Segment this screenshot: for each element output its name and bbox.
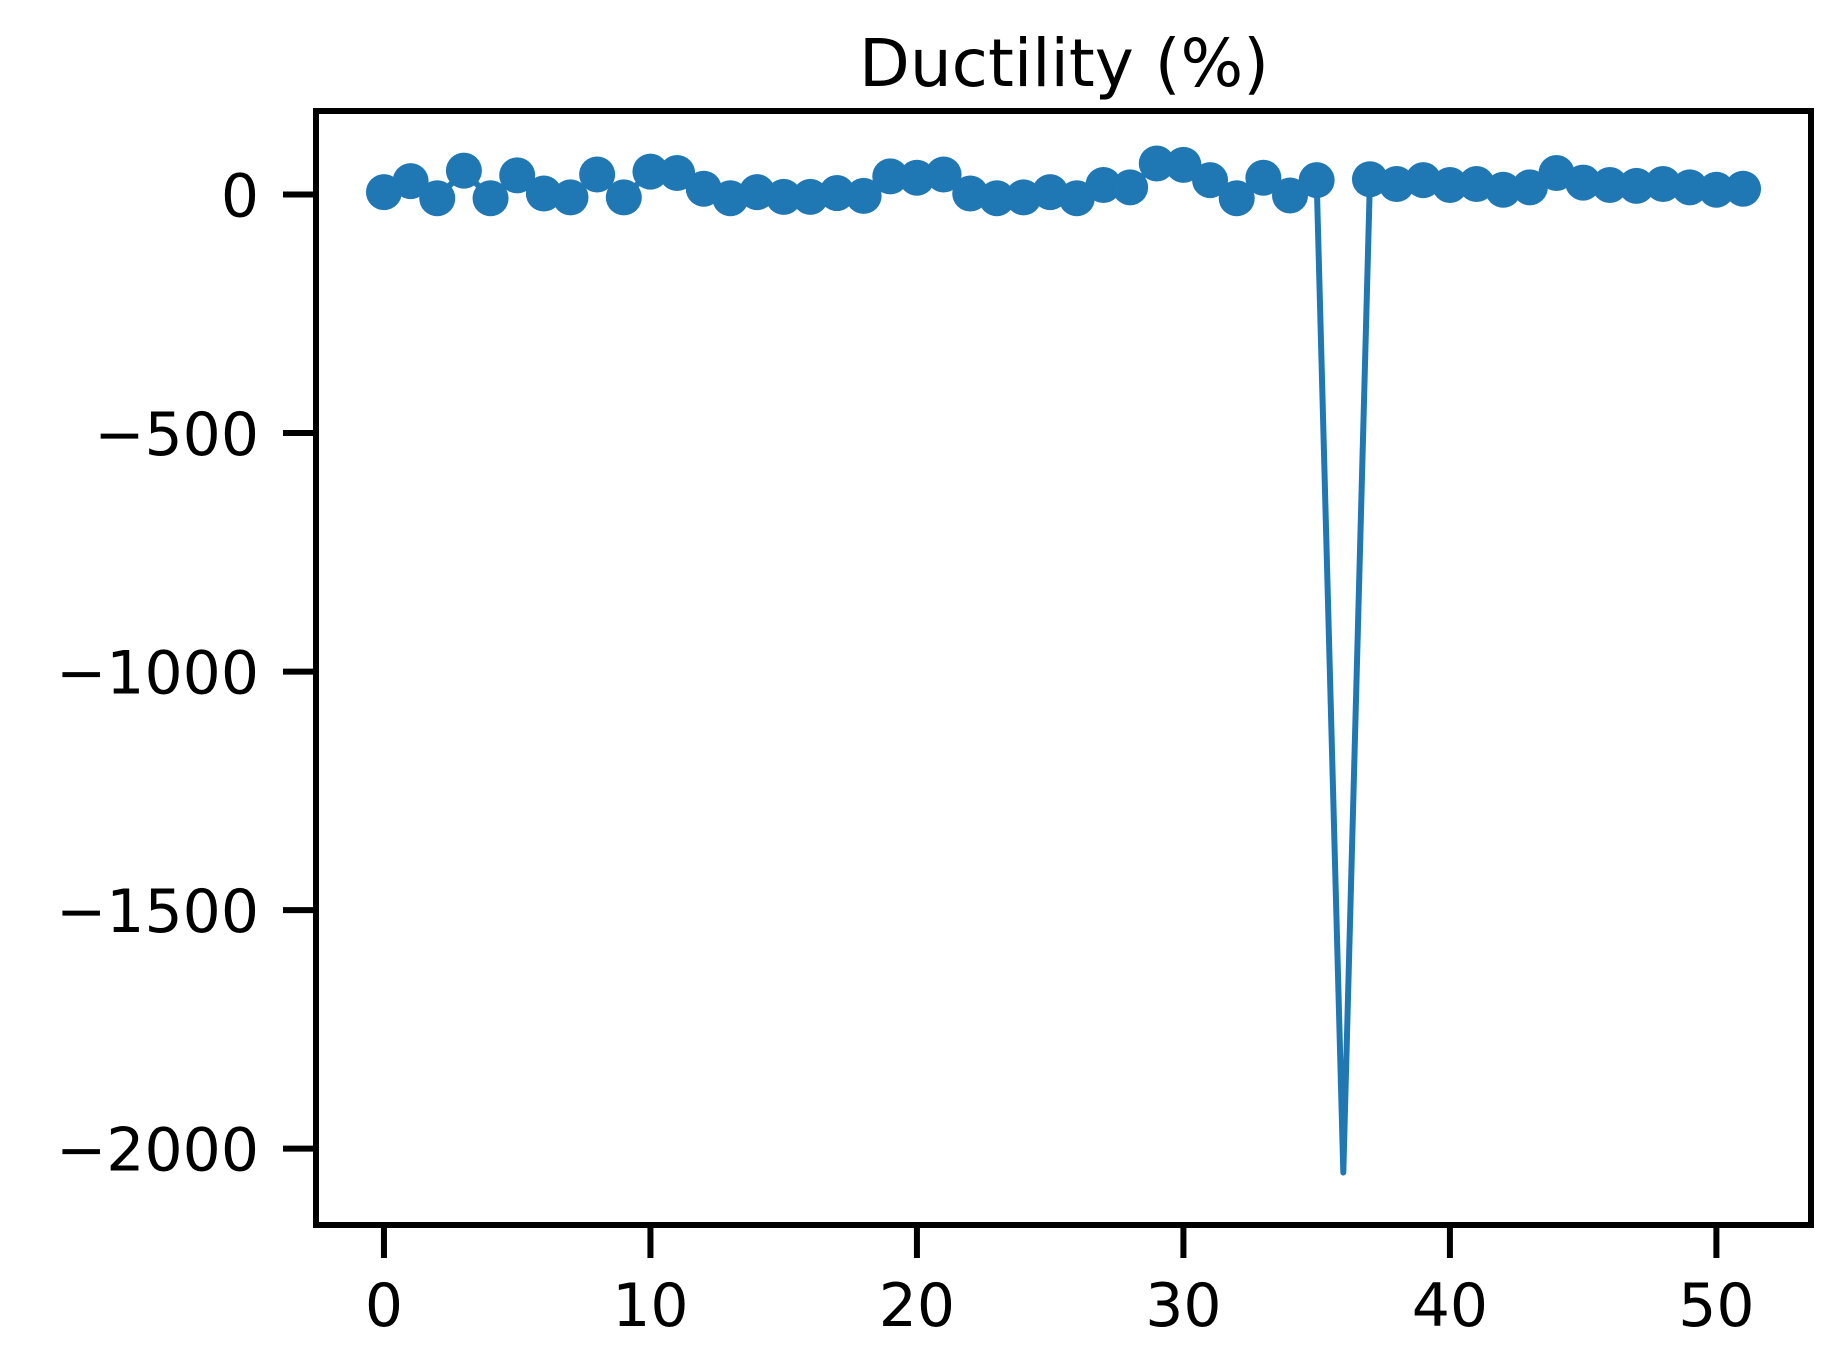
series-line	[380, 160, 1747, 1176]
data-point	[1378, 165, 1415, 202]
data-point	[552, 179, 589, 216]
data-point	[1218, 180, 1255, 217]
data-point	[739, 174, 776, 211]
data-point	[1058, 180, 1095, 217]
data-point	[525, 175, 562, 212]
data-point	[472, 180, 509, 217]
data-point	[1192, 162, 1229, 199]
x-tick-label: 40	[1412, 1271, 1488, 1341]
y-tick-label: −1000	[56, 639, 259, 709]
axis-ticks: 0 10 20 30 40 50 0 −500 −1000 −1500 −2000	[56, 161, 1755, 1341]
x-tick-label: 20	[879, 1271, 955, 1341]
data-point	[1698, 171, 1735, 208]
data-point	[1725, 170, 1762, 207]
data-point	[1591, 166, 1628, 203]
y-tick-label: −2000	[56, 1116, 259, 1186]
data-point	[1298, 162, 1335, 199]
axes-frame	[313, 108, 1814, 1228]
data-point	[445, 152, 482, 189]
data-point	[1405, 162, 1442, 199]
data-point	[1165, 146, 1202, 183]
x-tick-label: 50	[1678, 1271, 1754, 1341]
data-point	[1485, 171, 1522, 208]
data-point	[978, 180, 1015, 217]
data-point	[419, 180, 456, 217]
x-tick-label: 10	[612, 1271, 688, 1341]
data-point	[1511, 169, 1548, 206]
data-point	[1431, 166, 1468, 203]
y-tick-label: −1500	[56, 877, 259, 947]
data-point	[1671, 169, 1708, 206]
y-tick-label: −500	[94, 400, 259, 470]
data-point	[632, 153, 669, 190]
data-point	[1272, 177, 1309, 214]
chart-title: Ductility (%)	[859, 25, 1269, 102]
data-point	[1645, 165, 1682, 202]
data-point	[925, 156, 962, 193]
data-point	[1085, 166, 1122, 203]
data-point	[1565, 164, 1602, 201]
data-point	[1112, 169, 1149, 206]
data-point	[659, 155, 696, 192]
data-point	[872, 158, 909, 195]
data-point	[1351, 161, 1388, 198]
plot-area	[365, 145, 1762, 1176]
data-point	[605, 179, 642, 216]
data-point	[952, 175, 989, 212]
data-point	[499, 157, 536, 194]
data-point	[1618, 167, 1655, 204]
data-point	[1245, 159, 1282, 196]
data-point	[392, 163, 429, 200]
data-point	[1138, 145, 1175, 182]
y-tick-label: 0	[221, 161, 259, 231]
x-tick-label: 0	[365, 1271, 403, 1341]
data-point	[845, 177, 882, 214]
data-point	[765, 178, 802, 215]
data-point	[792, 178, 829, 215]
data-point	[898, 159, 935, 196]
data-point	[579, 156, 616, 193]
data-point	[818, 175, 855, 212]
data-point	[1005, 179, 1042, 216]
x-tick-label: 30	[1145, 1271, 1221, 1341]
